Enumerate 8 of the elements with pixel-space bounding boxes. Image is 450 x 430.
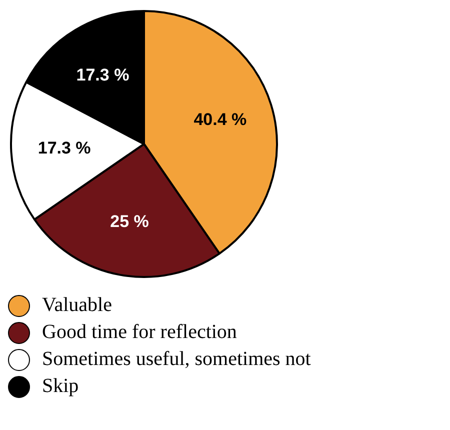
data-label: 40.4 % <box>194 110 247 129</box>
legend-label: Good time for reflection <box>42 321 237 344</box>
data-label: 25 % <box>110 212 149 232</box>
legend-label: Sometimes useful, sometimes not <box>42 348 311 371</box>
legend-label: Valuable <box>42 294 112 317</box>
data-label: 17.3 % <box>38 138 91 158</box>
data-label: 17.3 % <box>76 65 130 84</box>
legend-label: Skip <box>42 375 79 398</box>
